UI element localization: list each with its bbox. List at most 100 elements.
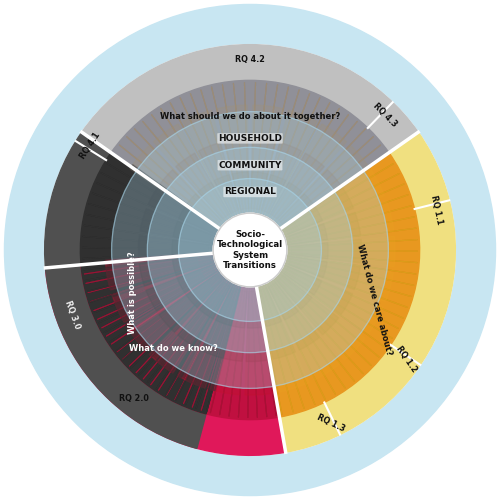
Wedge shape	[114, 270, 205, 330]
Wedge shape	[248, 278, 264, 328]
Text: RQ 4.3: RQ 4.3	[371, 102, 398, 129]
Text: What should we do about it together?: What should we do about it together?	[160, 112, 340, 120]
Wedge shape	[291, 240, 362, 263]
Wedge shape	[211, 275, 241, 324]
Wedge shape	[198, 142, 239, 214]
Wedge shape	[217, 105, 249, 198]
Wedge shape	[284, 266, 352, 314]
Wedge shape	[159, 274, 222, 332]
Text: HOUSEHOLD: HOUSEHOLD	[218, 134, 282, 143]
Wedge shape	[156, 291, 224, 378]
Wedge shape	[278, 170, 342, 227]
Wedge shape	[214, 174, 242, 224]
Wedge shape	[300, 201, 394, 243]
Wedge shape	[139, 255, 211, 286]
Wedge shape	[154, 124, 224, 210]
Wedge shape	[178, 296, 234, 388]
Wedge shape	[201, 287, 240, 358]
Wedge shape	[196, 271, 234, 316]
Wedge shape	[277, 224, 328, 246]
Circle shape	[148, 148, 352, 352]
Wedge shape	[277, 254, 327, 278]
Wedge shape	[300, 258, 394, 302]
Wedge shape	[258, 288, 296, 359]
Wedge shape	[261, 299, 309, 392]
Wedge shape	[256, 152, 420, 417]
Wedge shape	[288, 256, 360, 290]
Text: RQ 1.2: RQ 1.2	[394, 344, 418, 374]
Wedge shape	[224, 138, 249, 210]
Wedge shape	[184, 266, 229, 304]
Wedge shape	[138, 236, 209, 259]
Wedge shape	[270, 194, 315, 234]
Circle shape	[112, 112, 388, 388]
Wedge shape	[81, 252, 280, 420]
Text: What do we care about?: What do we care about?	[355, 244, 394, 356]
Wedge shape	[118, 164, 206, 228]
Wedge shape	[149, 288, 222, 373]
Wedge shape	[172, 240, 222, 256]
Wedge shape	[127, 278, 212, 351]
Wedge shape	[132, 281, 214, 357]
Wedge shape	[256, 276, 282, 326]
Wedge shape	[289, 212, 360, 244]
Wedge shape	[112, 266, 204, 322]
Wedge shape	[178, 204, 226, 238]
Wedge shape	[200, 272, 236, 319]
Wedge shape	[278, 242, 328, 259]
Wedge shape	[228, 278, 248, 328]
Wedge shape	[158, 170, 222, 227]
Wedge shape	[245, 303, 275, 395]
Wedge shape	[140, 208, 212, 243]
Wedge shape	[246, 290, 270, 362]
Text: RQ 4.2: RQ 4.2	[235, 54, 265, 64]
Wedge shape	[264, 110, 317, 202]
Wedge shape	[270, 153, 324, 219]
Wedge shape	[194, 286, 237, 356]
Wedge shape	[251, 105, 283, 198]
Wedge shape	[216, 276, 243, 326]
Wedge shape	[294, 169, 384, 230]
Text: What is possible?: What is possible?	[128, 252, 137, 334]
Wedge shape	[185, 194, 230, 234]
Wedge shape	[219, 290, 247, 362]
Wedge shape	[264, 182, 302, 228]
Wedge shape	[183, 110, 236, 202]
Wedge shape	[274, 206, 322, 239]
Wedge shape	[276, 124, 346, 210]
Wedge shape	[130, 146, 212, 220]
Wedge shape	[105, 231, 197, 262]
Circle shape	[213, 213, 287, 287]
Wedge shape	[250, 172, 268, 222]
Wedge shape	[285, 282, 365, 360]
Wedge shape	[210, 302, 246, 394]
Text: RQ 4.1: RQ 4.1	[78, 131, 102, 161]
Wedge shape	[263, 272, 298, 320]
Wedge shape	[172, 252, 222, 272]
Wedge shape	[274, 292, 340, 380]
Text: RQ 3.0: RQ 3.0	[64, 299, 82, 330]
Wedge shape	[261, 142, 302, 214]
Wedge shape	[138, 253, 210, 281]
Circle shape	[178, 178, 322, 322]
Wedge shape	[186, 298, 237, 391]
Wedge shape	[107, 196, 200, 241]
Wedge shape	[80, 152, 242, 414]
Wedge shape	[178, 282, 231, 348]
Wedge shape	[277, 275, 338, 335]
Wedge shape	[176, 259, 225, 289]
Wedge shape	[258, 174, 286, 224]
Wedge shape	[294, 271, 384, 334]
Wedge shape	[177, 260, 226, 292]
Wedge shape	[232, 172, 250, 222]
Text: What do we know?: What do we know?	[128, 344, 218, 353]
Wedge shape	[198, 182, 235, 228]
Text: RQ 2.0: RQ 2.0	[119, 394, 149, 403]
Wedge shape	[251, 138, 276, 210]
Wedge shape	[288, 146, 370, 220]
Wedge shape	[304, 236, 395, 266]
Wedge shape	[82, 44, 418, 152]
Wedge shape	[280, 132, 456, 452]
Wedge shape	[172, 254, 222, 276]
Text: REGIONAL: REGIONAL	[224, 188, 276, 196]
